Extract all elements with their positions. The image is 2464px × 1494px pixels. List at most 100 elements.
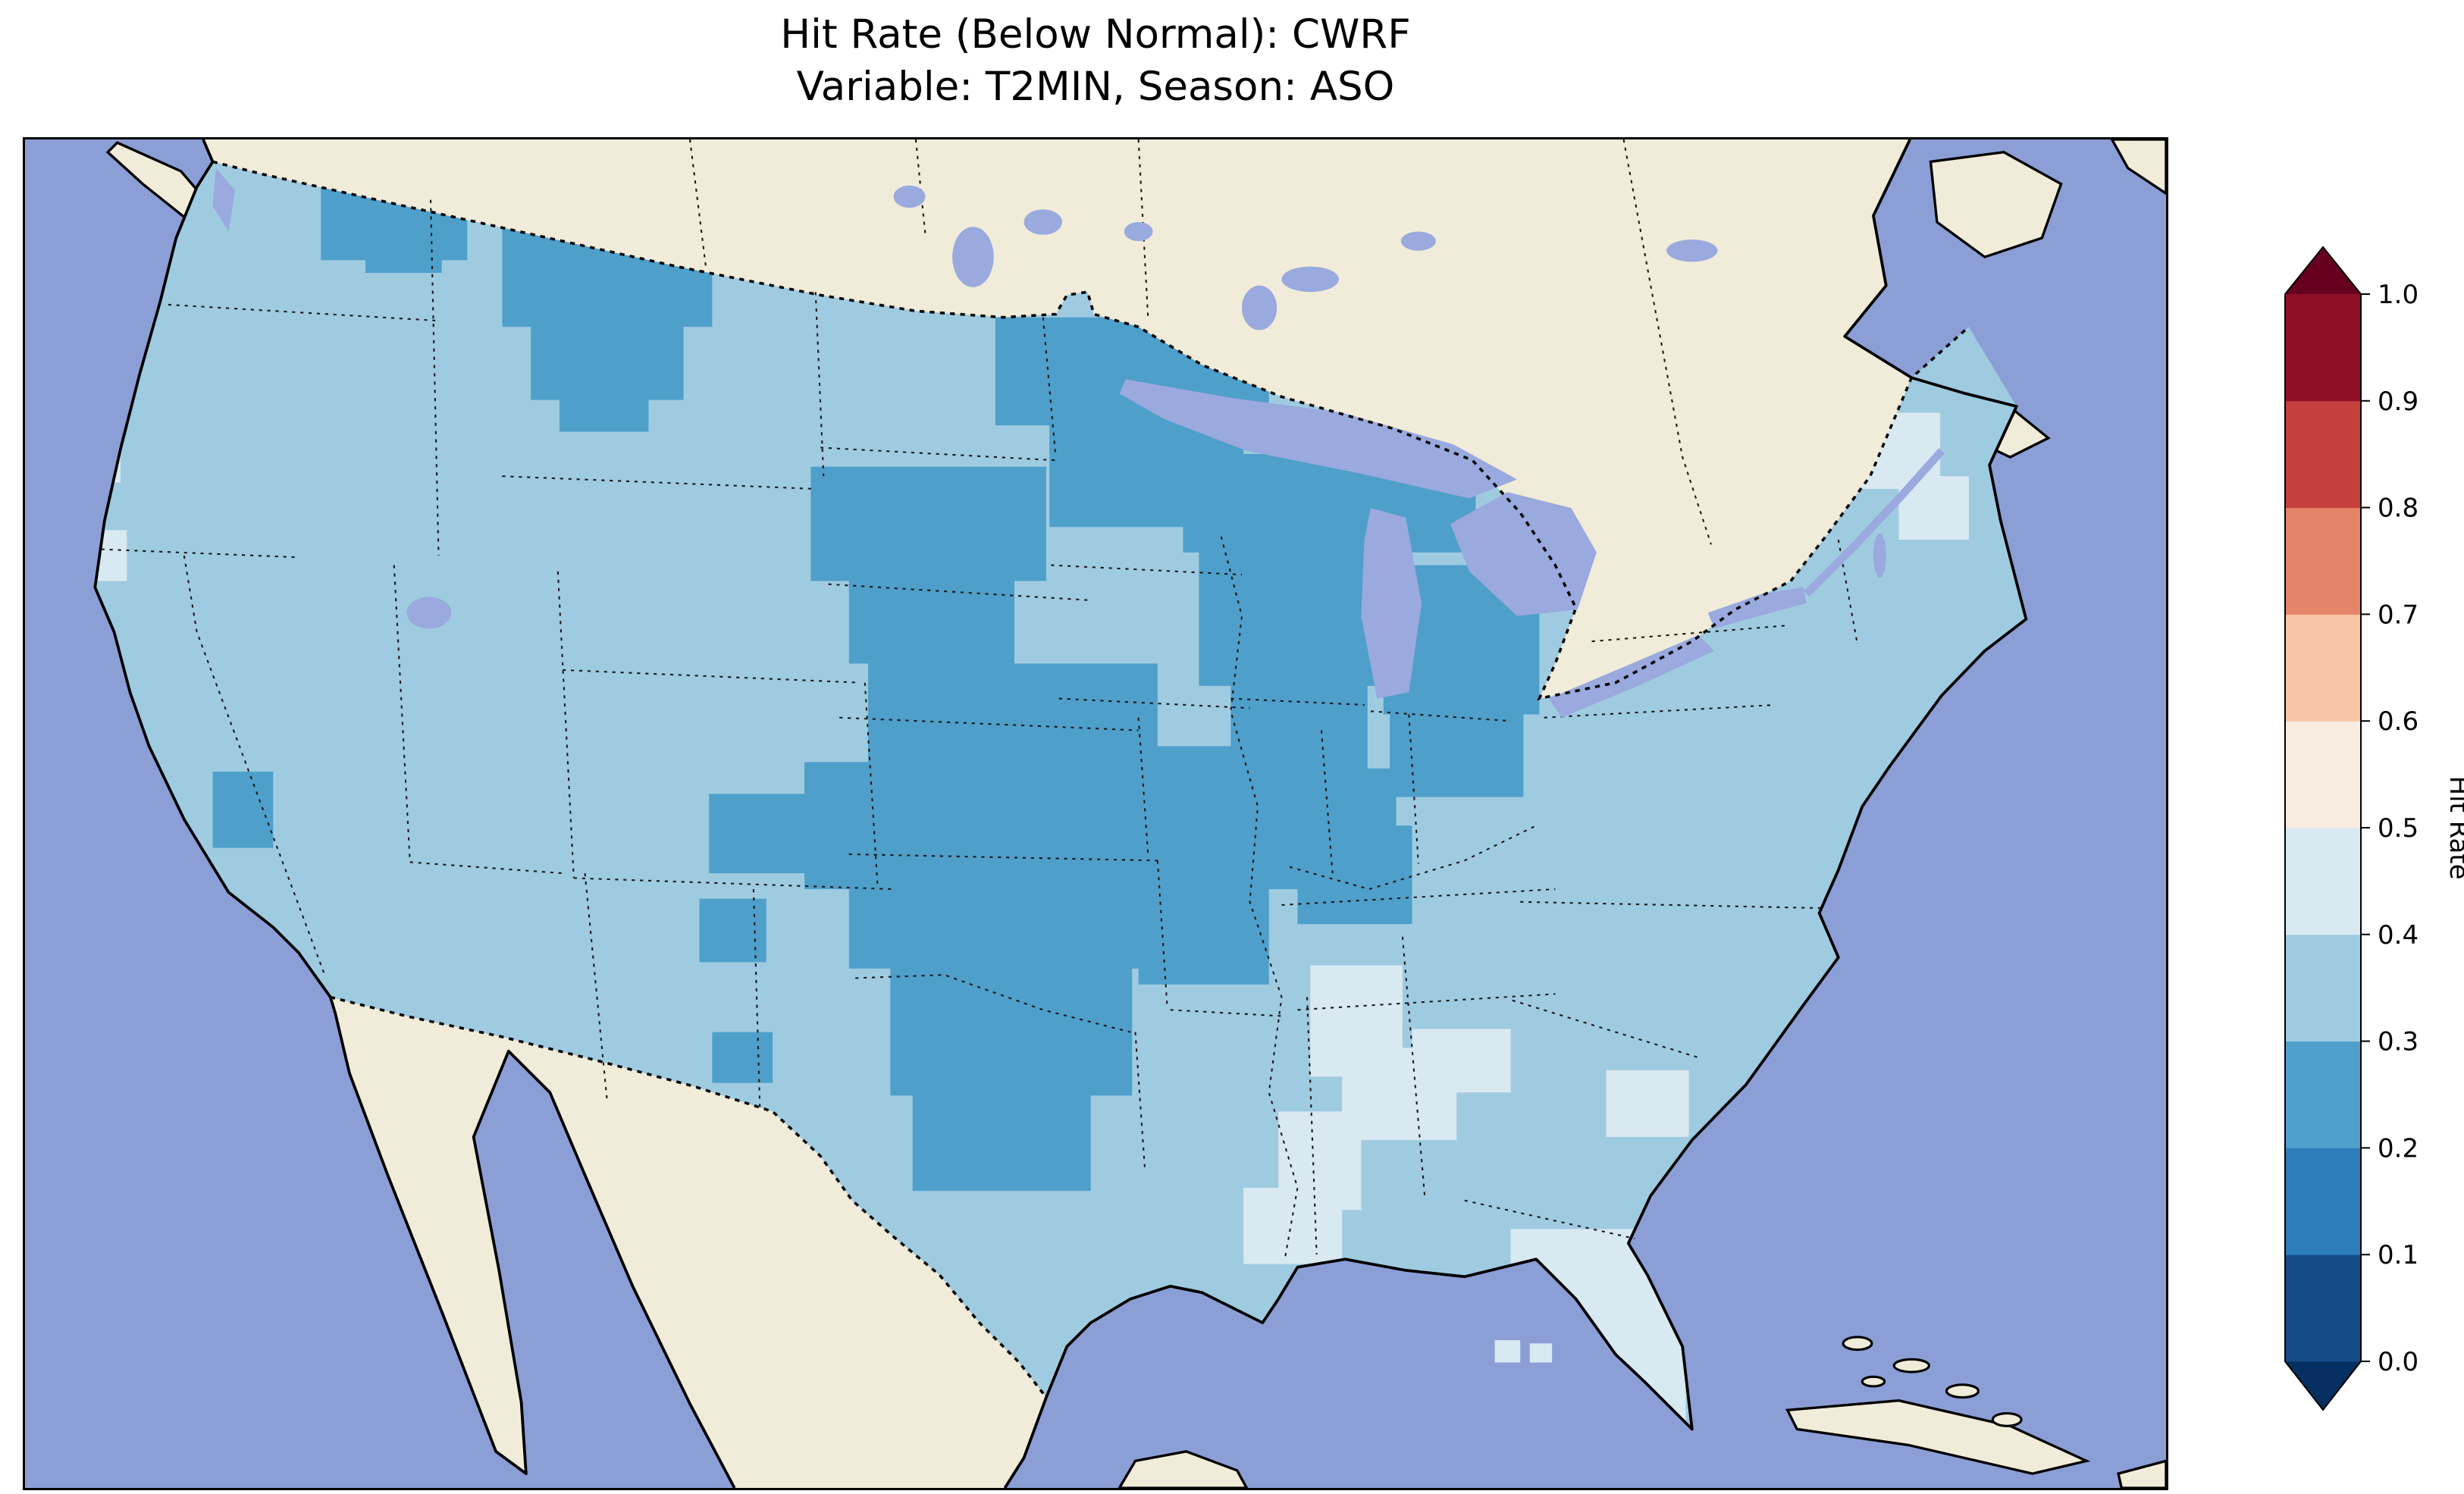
island — [2110, 139, 2166, 196]
state-border — [1401, 936, 1426, 1198]
state-border — [820, 446, 1056, 462]
state-border — [1306, 997, 1318, 1255]
state-border — [1220, 536, 1299, 1260]
plot-title-line2: Variable: T2MIN, Season: ASO — [796, 63, 1395, 110]
lake-small — [952, 227, 994, 287]
stray-data-cell — [1494, 1340, 1521, 1363]
colorbar-tick-label: 1.0 — [2378, 280, 2419, 310]
state-border — [1058, 697, 1250, 709]
state-border — [1137, 717, 1149, 855]
state-border — [1297, 993, 1556, 1011]
colorbar-bin — [2285, 1148, 2361, 1255]
map-canvas — [25, 139, 2166, 1488]
state-border — [1170, 1009, 1285, 1017]
state-border — [855, 974, 1131, 1033]
colorbar-bin — [2285, 1041, 2361, 1148]
state-border — [1051, 564, 1243, 576]
great-lakes — [212, 168, 1945, 718]
hit-rate-cell-patch — [1412, 1029, 1511, 1093]
province-border — [1622, 139, 1712, 545]
colorbar-bin — [2285, 507, 2361, 615]
colorbar-under-arrow — [2285, 1361, 2361, 1410]
plot-title-line1: Hit Rate (Below Normal): CWRF — [780, 11, 1411, 58]
colorbar-tick-label: 0.9 — [2378, 387, 2419, 417]
colorbar-canvas: 0.0 0.1 0.2 0.3 0.4 0.5 0.6 0.7 0.8 0.9 1.0 Hit Rat… — [2284, 246, 2464, 1411]
lake — [1548, 634, 1715, 718]
hit-rate-cell-patch — [699, 898, 766, 963]
colorbar-bin — [2285, 1254, 2361, 1362]
lake-small — [406, 597, 452, 629]
state-border — [429, 199, 440, 556]
hit-rate-cell-patch — [1390, 704, 1524, 797]
colorbar-tick-label: 0.6 — [2378, 706, 2419, 737]
international-borders — [212, 160, 1970, 1398]
state-border — [839, 716, 1139, 731]
hit-rate-cell-patch — [1138, 857, 1269, 985]
hit-rate-cell-patch — [1606, 1070, 1689, 1137]
colorbar-tick-label: 0.1 — [2378, 1240, 2419, 1270]
hit-rate-cell-patch — [912, 1085, 1091, 1192]
hit-rate-cell-patch — [1243, 1187, 1343, 1264]
state-border — [1289, 825, 1537, 891]
lake — [1119, 379, 1517, 499]
state-border — [393, 565, 411, 863]
lake-small — [1281, 266, 1340, 293]
colorbar-bin — [2285, 294, 2361, 402]
hit-rate-cell-patch — [1199, 540, 1381, 686]
hit-rate-cell-patch — [365, 241, 442, 274]
island — [1785, 1399, 2091, 1475]
lake — [1450, 492, 1597, 616]
lake — [1707, 587, 1807, 629]
hit-rate-cell-patch — [890, 956, 1133, 1096]
state-border — [183, 555, 325, 974]
lake-small — [893, 185, 926, 208]
colorbar-tick-label: 0.7 — [2378, 600, 2419, 630]
mexico-landmass — [330, 997, 1046, 1488]
hit-rate-cell-patch — [212, 771, 274, 848]
island-small — [1842, 1336, 1873, 1351]
state-border — [409, 861, 563, 875]
colorbar: 0.0 0.1 0.2 0.3 0.4 0.5 0.6 0.7 0.8 0.9 1.0 Hit Rat… — [2284, 244, 2464, 1414]
colorbar-bin — [2285, 934, 2361, 1042]
island-small — [1861, 1375, 1886, 1388]
state-border — [1520, 900, 1826, 910]
colorbar-bin — [2285, 400, 2361, 509]
lake-small — [1873, 533, 1886, 578]
lake-small — [1124, 221, 1153, 242]
stray-data-cells — [1494, 1340, 1553, 1363]
colorbar-tick-label: 0.4 — [2378, 920, 2419, 951]
coastline — [93, 139, 736, 1488]
island-small — [1892, 1358, 1930, 1373]
colorbar-tick-label: 0.0 — [2378, 1347, 2419, 1377]
map-panel — [23, 137, 2168, 1490]
colorbar-tick-label: 0.5 — [2378, 813, 2419, 844]
lake-small — [1024, 209, 1062, 235]
hit-rate-cell-patch — [810, 466, 1046, 581]
coastlines — [93, 139, 2028, 1488]
lake-small — [1242, 285, 1277, 330]
state-border — [573, 877, 892, 891]
state-border — [828, 583, 1088, 601]
colorbar-ticks: 0.0 0.1 0.2 0.3 0.4 0.5 0.6 0.7 0.8 0.9 1.0 — [2361, 280, 2419, 1377]
colorbar-over-arrow — [2285, 247, 2361, 294]
state-borders — [101, 199, 1859, 1260]
hit-rate-cell-patch — [709, 794, 840, 874]
colorbar-bin — [2285, 721, 2361, 828]
state-border — [1042, 317, 1057, 458]
state-border — [1370, 710, 1508, 722]
state-border — [168, 303, 436, 321]
lake-small — [1666, 240, 1718, 262]
coastline — [1003, 139, 2028, 1488]
state-border — [556, 571, 575, 879]
island — [1929, 151, 2063, 258]
hit-rate-cell-patch — [1297, 825, 1412, 925]
state-border — [1544, 703, 1775, 719]
colorbar-axis-label: Hit Rate — [2444, 775, 2464, 879]
colorbar-bin — [2285, 828, 2361, 935]
state-border — [1134, 1032, 1146, 1169]
state-border — [584, 872, 608, 1102]
state-border — [1408, 714, 1419, 864]
us-mexico-border — [330, 995, 1048, 1398]
colorbar-tick-label: 0.3 — [2378, 1027, 2419, 1057]
state-border — [752, 889, 761, 1109]
